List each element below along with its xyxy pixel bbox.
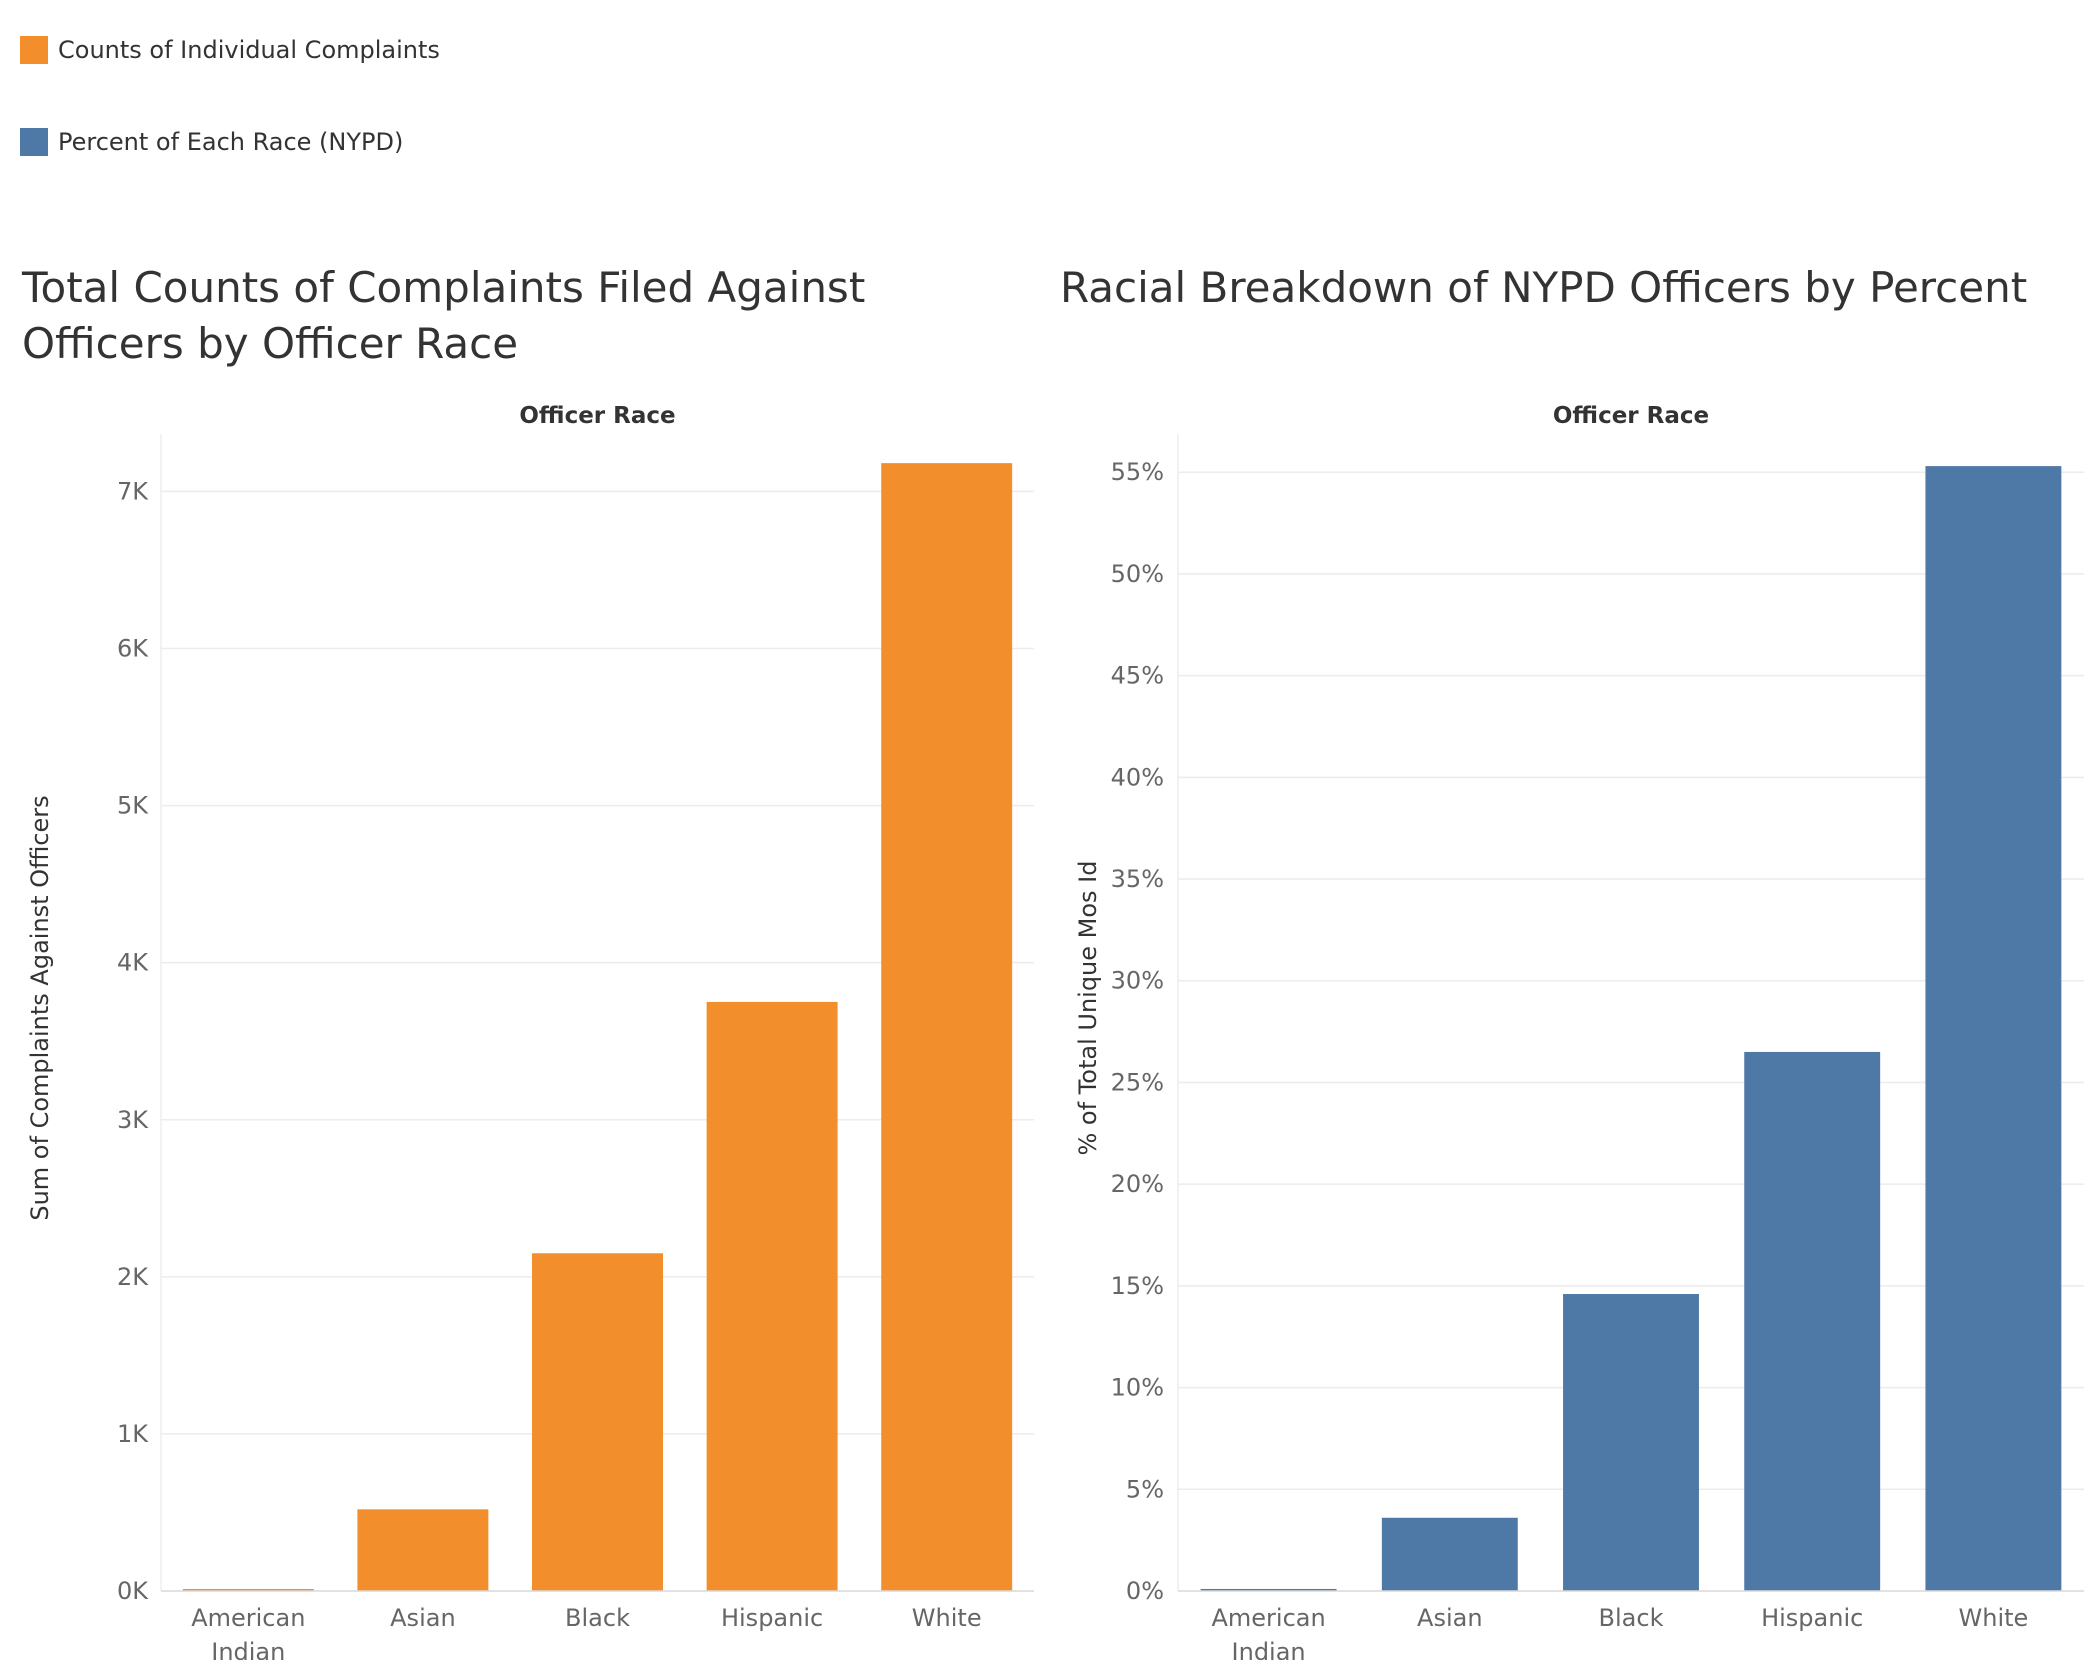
x-tick-label-line: White <box>912 1604 982 1632</box>
y-tick-label: 45% <box>1111 662 1164 690</box>
y-tick-label: 55% <box>1111 458 1164 486</box>
bar-american-indian <box>1200 1588 1337 1591</box>
bar-white <box>1925 466 2062 1591</box>
y-tick-label: 1K <box>117 1420 149 1448</box>
bar-asian <box>357 1509 489 1591</box>
y-tick-label: 7K <box>117 477 149 505</box>
legend-swatch-blue <box>20 128 48 156</box>
x-tick-label: White <box>1959 1604 2029 1632</box>
x-tick-label: Asian <box>1417 1604 1483 1632</box>
y-tick-label: 0K <box>117 1577 149 1605</box>
x-tick-label-line: Black <box>1599 1604 1664 1632</box>
x-tick-label: Hispanic <box>1761 1604 1863 1632</box>
legend-label-complaints: Counts of Individual Complaints <box>58 36 440 64</box>
complaints-bar-chart: Officer Race 0K 1K 2K 3K 4K 5K 6K 7K Sum of Compl… <box>26 403 1034 1660</box>
y-tick-label: 4K <box>117 949 149 977</box>
x-tick-label-line: Indian <box>211 1638 285 1660</box>
bar-black <box>532 1253 663 1591</box>
y-tick-label: 40% <box>1111 763 1164 791</box>
x-tick-label-line: Black <box>565 1604 630 1632</box>
x-tick-label-line: Hispanic <box>721 1604 823 1632</box>
y-tick-label: 35% <box>1111 865 1164 893</box>
bar-white <box>881 463 1013 1592</box>
y-tick-label: 10% <box>1111 1374 1164 1402</box>
axis-header: Officer Race <box>1553 403 1709 429</box>
x-tick-label: White <box>912 1604 982 1632</box>
y-axis-title: Sum of Complaints Against Officers <box>26 795 54 1220</box>
x-tick-label: Black <box>1599 1604 1664 1632</box>
legend-swatch-orange <box>20 36 48 64</box>
bar-hispanic <box>1744 1051 1881 1591</box>
y-tick-label: 25% <box>1111 1068 1164 1096</box>
chart-title-race-breakdown: Racial Breakdown of NYPD Officers by Per… <box>1060 263 2028 312</box>
y-axis-title: % of Total Unique Mos Id <box>1074 861 1102 1156</box>
race-percent-bar-chart: Officer Race 0% 5% 10% 15% 20% 25% 30% 35% 40% 45%… <box>1074 403 2084 1660</box>
bar-asian <box>1381 1517 1518 1591</box>
x-tick-label-line: American <box>1211 1604 1325 1632</box>
x-tick-label-line: Hispanic <box>1761 1604 1863 1632</box>
x-tick-label: Asian <box>390 1604 456 1632</box>
x-tick-label: American Indian <box>1211 1604 1325 1660</box>
y-tick-label: 2K <box>117 1263 149 1291</box>
axis-header: Officer Race <box>519 403 675 429</box>
y-tick-label: 6K <box>117 635 149 663</box>
y-tick-label: 5% <box>1126 1475 1164 1503</box>
x-tick-label-line: Asian <box>1417 1604 1483 1632</box>
y-tick-label: 0% <box>1126 1577 1164 1605</box>
bar-black <box>1563 1294 1699 1591</box>
legend-item-percent[interactable]: Percent of Each Race (NYPD) <box>20 128 403 156</box>
y-tick-label: 3K <box>117 1106 149 1134</box>
y-tick-label: 5K <box>117 792 149 820</box>
bar-hispanic <box>706 1001 838 1591</box>
x-tick-label: Hispanic <box>721 1604 823 1632</box>
x-tick-label-line: Asian <box>390 1604 456 1632</box>
legend-item-complaints[interactable]: Counts of Individual Complaints <box>20 36 440 64</box>
y-tick-label: 50% <box>1111 560 1164 588</box>
x-tick-label-line: White <box>1959 1604 2029 1632</box>
x-tick-label: American Indian <box>191 1604 305 1660</box>
x-tick-label-line: Indian <box>1232 1638 1306 1660</box>
y-tick-label: 15% <box>1111 1272 1164 1300</box>
y-tick-label: 30% <box>1111 967 1164 995</box>
chart-title-complaints: Total Counts of Complaints Filed Against… <box>22 263 866 368</box>
x-tick-label-line: American <box>191 1604 305 1632</box>
x-tick-label: Black <box>565 1604 630 1632</box>
y-tick-label: 20% <box>1111 1170 1164 1198</box>
legend-label-percent: Percent of Each Race (NYPD) <box>58 128 404 156</box>
bar-american-indian <box>182 1589 314 1591</box>
